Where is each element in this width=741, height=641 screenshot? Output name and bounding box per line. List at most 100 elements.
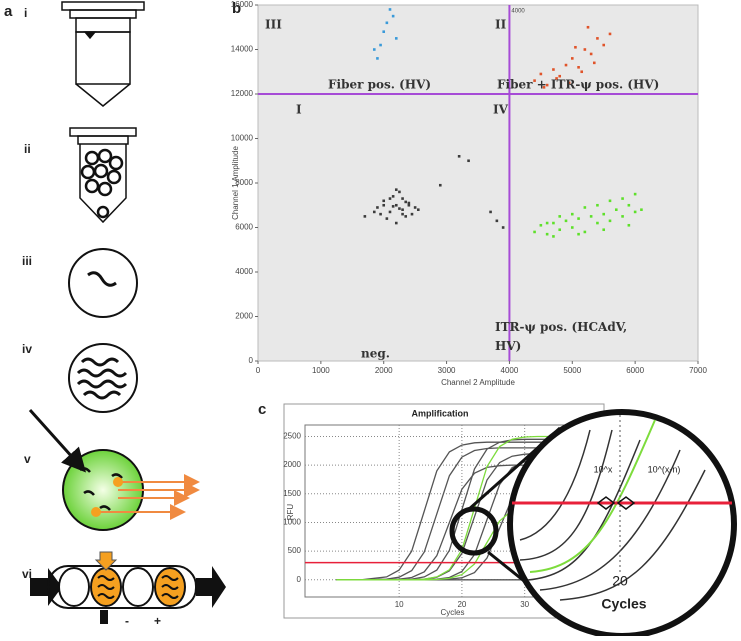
y-tick-label: 2000 xyxy=(283,460,301,469)
droplet-point xyxy=(391,195,395,198)
zoom-curve xyxy=(559,469,706,601)
zoom-marker xyxy=(596,496,636,510)
annotation: III xyxy=(265,18,282,32)
x-tick-label: 20 xyxy=(457,600,466,609)
zoom-curve xyxy=(529,419,656,573)
droplet-point xyxy=(542,86,546,89)
droplet-point xyxy=(608,219,612,223)
droplet-point xyxy=(614,208,618,211)
inset-axis-label: Cycles xyxy=(601,596,646,612)
droplet-point xyxy=(372,48,376,51)
droplet-point xyxy=(372,210,376,214)
y-tick-label: 0 xyxy=(249,356,254,365)
amplification-curve xyxy=(336,447,588,581)
droplet-point xyxy=(404,200,408,204)
zoom-curve xyxy=(519,429,613,561)
electrode-label: - xyxy=(125,614,129,628)
flow-channel xyxy=(30,551,226,624)
droplet-point xyxy=(382,203,386,207)
panel-label: b xyxy=(232,0,241,17)
droplet-point xyxy=(577,232,580,236)
zoom-inset: 10^x 10^(x-n) 20 Cycles xyxy=(449,409,737,639)
x-tick-label: 10 xyxy=(395,600,404,609)
droplet-point xyxy=(627,223,631,227)
droplet-point xyxy=(438,183,442,187)
droplet-point xyxy=(583,48,587,51)
droplet-point xyxy=(545,232,549,236)
step-label: i xyxy=(24,6,27,20)
droplet-point xyxy=(376,206,379,209)
electrode-label: + xyxy=(154,614,161,628)
threshold-label: 4000 xyxy=(511,9,525,15)
droplet-point xyxy=(633,192,637,196)
droplet-point xyxy=(608,199,612,203)
droplet-point xyxy=(552,68,555,71)
y-tick-label: 500 xyxy=(288,546,302,555)
y-tick-label: 1000 xyxy=(283,518,301,527)
zoom-curve xyxy=(519,429,591,541)
x-tick-label: 5000 xyxy=(563,366,581,375)
droplet-point xyxy=(382,30,386,33)
x-tick-label: 7000 xyxy=(689,366,707,375)
droplet-generator xyxy=(61,1,145,107)
droplet-point xyxy=(394,203,398,207)
droplet-point xyxy=(489,210,492,214)
x-tick-label: 30 xyxy=(520,600,529,609)
droplet-fluorescence xyxy=(28,408,200,531)
droplet-point xyxy=(558,215,562,218)
droplet-point xyxy=(398,190,401,194)
y-axis-label: Channel 1 Amplitude xyxy=(231,146,240,220)
annotation-box: ITR-ψ pos. (HCAdV, HV) xyxy=(495,320,628,353)
y-tick-label: 8000 xyxy=(235,178,253,187)
droplet-point xyxy=(467,159,470,163)
y-tick-label: 4000 xyxy=(235,267,253,276)
panel-label: c xyxy=(258,401,266,418)
droplet-point xyxy=(583,230,587,234)
droplet-point xyxy=(545,221,549,225)
droplet-point xyxy=(379,43,382,47)
droplet-point xyxy=(596,37,599,40)
droplet-point xyxy=(596,221,599,225)
x-tick-label: 4000 xyxy=(501,366,519,375)
droplet-point xyxy=(621,197,624,200)
droplet-point xyxy=(589,215,593,218)
droplet-point xyxy=(394,188,398,191)
annotation: Fiber pos. (HV) xyxy=(328,78,431,92)
droplet-point xyxy=(558,74,562,78)
annotation: Fiber + ITR-ψ pos. (HV) xyxy=(497,78,659,92)
droplet-point xyxy=(564,63,568,67)
y-tick-label: 10000 xyxy=(231,134,254,143)
amplification-curve xyxy=(336,441,588,581)
annotation: II xyxy=(495,18,507,32)
zoom-source xyxy=(449,506,499,556)
annotation: ITR-ψ pos. (HCAdV, HV) xyxy=(495,320,628,353)
droplet-point xyxy=(410,212,414,216)
droplet-point xyxy=(413,206,417,209)
droplet-point xyxy=(533,230,536,234)
y-axis-label: RFU xyxy=(286,504,295,521)
droplet-point xyxy=(388,197,392,200)
droplet-point xyxy=(567,81,571,85)
droplet-point xyxy=(589,52,593,56)
droplet-point xyxy=(401,208,404,211)
inset-label: 10^(x-n) xyxy=(648,464,681,474)
droplet-point xyxy=(570,212,574,216)
panel-label: a xyxy=(4,3,13,20)
droplet-point xyxy=(580,70,584,74)
droplet-point xyxy=(555,77,558,80)
droplet-point xyxy=(495,219,499,223)
y-tick-label: 0 xyxy=(297,575,302,584)
step-label: iv xyxy=(22,342,32,356)
droplet-point xyxy=(394,37,398,40)
annotation: neg. xyxy=(361,347,390,361)
y-tick-label: 6000 xyxy=(235,223,253,232)
y-tick-label: 16000 xyxy=(231,0,254,9)
droplet-point xyxy=(608,32,612,36)
droplet-point xyxy=(501,226,505,229)
inset-label: 10^x xyxy=(594,464,613,474)
y-tick-label: 1500 xyxy=(283,489,301,498)
droplet-point xyxy=(577,66,580,69)
droplet-point xyxy=(376,57,379,60)
droplet-point xyxy=(379,212,382,216)
